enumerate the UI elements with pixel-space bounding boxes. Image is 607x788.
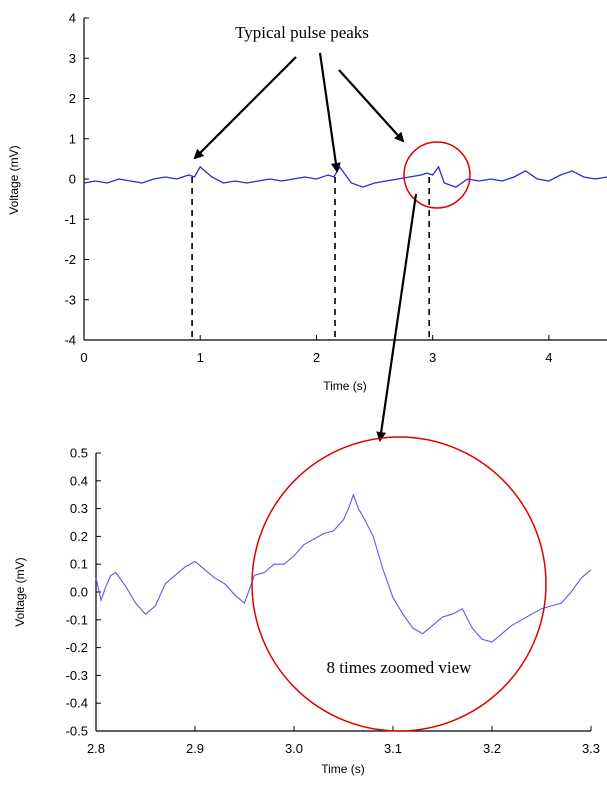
top-chart-y-tick-label: 2 <box>69 91 76 106</box>
top-chart-y-tick-label: 1 <box>69 131 76 146</box>
pulse-peaks-arrow-3 <box>338 69 405 143</box>
top-chart-y-ticks: -4 -3 -2 -1 0 1 2 3 4 <box>64 11 89 348</box>
top-chart-marker-lines <box>191 176 430 340</box>
bottom-chart-x-ticks: 2.8 2.9 3.0 3.1 3.2 3.3 <box>87 726 600 756</box>
top-chart-highlight-circle <box>403 141 471 209</box>
bottom-chart-axes <box>95 453 591 732</box>
bottom-chart-y-tick-label: -0.3 <box>66 668 88 683</box>
bottom-chart-y-tick-label: 0.2 <box>70 529 88 544</box>
bottom-chart-y-tick-label: 0.5 <box>70 446 88 461</box>
top-chart-x-ticks: 0 1 2 3 4 <box>80 335 553 365</box>
bottom-chart-x-tick-label: 2.8 <box>87 741 105 756</box>
zoomed-view-label: 8 times zoomed view <box>327 658 473 677</box>
bottom-chart-y-tick-label: -0.4 <box>66 696 88 711</box>
top-chart-y-tick-label: 4 <box>69 11 76 26</box>
zoom-circle <box>251 436 547 732</box>
top-chart-axes <box>83 18 607 341</box>
top-chart-x-tick-label: 2 <box>313 350 320 365</box>
bottom-chart: -0.5 -0.4 -0.3 -0.2 -0.1 0.0 0.1 0.2 0.3 0.4 0.5 2… <box>13 436 600 776</box>
bottom-chart-y-tick-label: 0.0 <box>70 585 88 600</box>
pulse-peaks-annotation: Typical pulse peaks <box>193 23 418 442</box>
top-chart-y-tick-label: -3 <box>64 292 76 307</box>
top-chart-x-tick-label: 3 <box>429 350 436 365</box>
top-chart-y-tick-label: -2 <box>64 252 76 267</box>
top-chart-y-tick-label: -4 <box>64 333 76 348</box>
bottom-chart-y-axis-title: Voltage (mV) <box>13 557 27 626</box>
top-chart-x-axis-title: Time (s) <box>323 379 367 393</box>
top-chart-x-tick-label: 0 <box>80 350 87 365</box>
bottom-chart-series-line <box>95 493 592 643</box>
bottom-chart-y-tick-label: 0.1 <box>70 557 88 572</box>
bottom-chart-y-tick-label: -0.2 <box>66 640 88 655</box>
pulse-peaks-arrow-2 <box>318 52 341 173</box>
bottom-chart-x-tick-label: 3.1 <box>384 741 402 756</box>
top-chart: -4 -3 -2 -1 0 1 2 3 4 0 1 2 3 4 Voltage (mV) Time (s… <box>7 11 607 393</box>
top-chart-y-tick-label: 3 <box>69 51 76 66</box>
bottom-chart-y-tick-label: -0.5 <box>66 724 88 739</box>
bottom-chart-y-tick-label: -0.1 <box>66 612 88 627</box>
zoom-arrow <box>376 193 418 442</box>
top-chart-x-tick-label: 4 <box>545 350 552 365</box>
bottom-chart-x-axis-title: Time (s) <box>321 762 365 776</box>
top-chart-y-tick-label: 0 <box>69 172 76 187</box>
pulse-peaks-arrow-1 <box>193 56 297 160</box>
bottom-chart-x-tick-label: 2.9 <box>186 741 204 756</box>
bottom-chart-x-tick-label: 3.2 <box>483 741 501 756</box>
bottom-chart-x-tick-label: 3.3 <box>582 741 600 756</box>
bottom-chart-x-tick-label: 3.0 <box>285 741 303 756</box>
pulse-peaks-label: Typical pulse peaks <box>235 23 369 42</box>
top-chart-y-axis-title: Voltage (mV) <box>7 145 21 214</box>
top-chart-y-tick-label: -1 <box>64 212 76 227</box>
top-chart-x-tick-label: 1 <box>197 350 204 365</box>
bottom-chart-y-tick-label: 0.4 <box>70 473 88 488</box>
bottom-chart-y-tick-label: 0.3 <box>70 501 88 516</box>
bottom-chart-y-ticks: -0.5 -0.4 -0.3 -0.2 -0.1 0.0 0.1 0.2 0.3 0.4 0.5 <box>66 446 101 739</box>
top-chart-series-line <box>83 165 607 188</box>
